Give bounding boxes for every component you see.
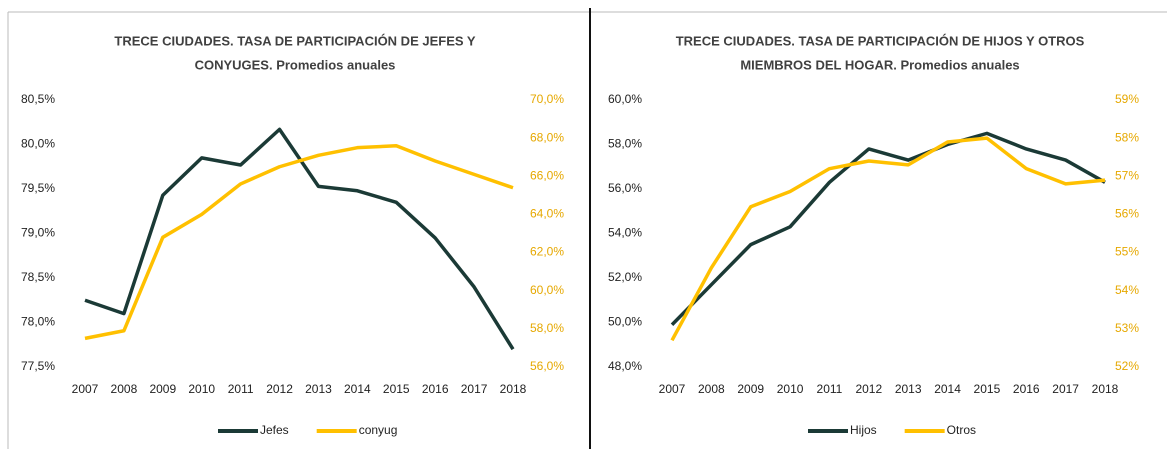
x-tick-label: 2018 — [1092, 382, 1119, 396]
y2-tick-label: 52% — [1115, 359, 1139, 373]
x-tick-label: 2007 — [72, 382, 99, 396]
x-tick-label: 2017 — [461, 382, 488, 396]
y2-tick-label: 64,0% — [530, 207, 564, 221]
x-tick-label: 2007 — [659, 382, 686, 396]
y-tick-label: 52,0% — [608, 270, 642, 284]
x-tick-label: 2010 — [777, 382, 804, 396]
x-tick-label: 2009 — [737, 382, 764, 396]
x-tick-label: 2009 — [149, 382, 176, 396]
x-tick-label: 2011 — [228, 382, 254, 396]
series-line — [84, 144, 514, 341]
x-tick-label: 2013 — [305, 382, 332, 396]
y2-tick-label: 55% — [1115, 245, 1139, 259]
x-tick-label: 2018 — [500, 382, 527, 396]
y-tick-label: 78,0% — [21, 315, 55, 329]
x-tick-label: 2014 — [344, 382, 371, 396]
x-tick-label: 2015 — [974, 382, 1001, 396]
y2-tick-label: 66,0% — [530, 168, 564, 182]
legend-label: Hijos — [850, 423, 877, 437]
y-tick-label: 80,5% — [21, 92, 55, 106]
y2-tick-label: 56% — [1115, 207, 1139, 221]
series-line — [84, 127, 515, 351]
x-tick-label: 2012 — [855, 382, 882, 396]
y-tick-label: 80,0% — [21, 137, 55, 151]
y2-tick-label: 68,0% — [530, 130, 564, 144]
x-tick-label: 2008 — [698, 382, 725, 396]
x-tick-label: 2016 — [422, 382, 449, 396]
y-tick-label: 60,0% — [608, 92, 642, 106]
y2-tick-label: 57% — [1115, 168, 1139, 182]
x-tick-label: 2014 — [934, 382, 961, 396]
chart-title: MIEMBROS DEL HOGAR. Promedios anuales — [740, 57, 1019, 72]
y-tick-label: 79,5% — [21, 181, 55, 195]
legend-label: Otros — [947, 423, 976, 437]
y-tick-label: 58,0% — [608, 137, 642, 151]
y-tick-label: 78,5% — [21, 270, 55, 284]
y2-tick-label: 54% — [1115, 283, 1139, 297]
y-tick-label: 56,0% — [608, 181, 642, 195]
y2-tick-label: 56,0% — [530, 359, 564, 373]
series-line — [670, 131, 1106, 326]
y-tick-label: 77,5% — [21, 359, 55, 373]
y2-tick-label: 60,0% — [530, 283, 564, 297]
chart-title: TRECE CIUDADES. TASA DE PARTICIPACIÓN DE… — [114, 33, 475, 48]
x-tick-label: 2010 — [188, 382, 215, 396]
x-tick-label: 2017 — [1052, 382, 1079, 396]
y2-tick-label: 58% — [1115, 130, 1139, 144]
y-tick-label: 48,0% — [608, 359, 642, 373]
x-tick-label: 2012 — [266, 382, 293, 396]
y-tick-label: 54,0% — [608, 226, 642, 240]
x-tick-label: 2013 — [895, 382, 922, 396]
y2-tick-label: 62,0% — [530, 245, 564, 259]
y2-tick-label: 59% — [1115, 92, 1139, 106]
x-tick-label: 2011 — [817, 382, 843, 396]
y-tick-label: 50,0% — [608, 315, 642, 329]
legend-label: Jefes — [260, 423, 289, 437]
chart-title: TRECE CIUDADES. TASA DE PARTICIPACIÓN DE… — [676, 33, 1085, 48]
y2-tick-label: 58,0% — [530, 321, 564, 335]
y2-tick-label: 53% — [1115, 321, 1139, 335]
legend-label: conyug — [359, 423, 398, 437]
y2-tick-label: 70,0% — [530, 92, 564, 106]
series-line — [670, 136, 1106, 342]
chart-title: CONYUGES. Promedios anuales — [195, 57, 396, 72]
y-tick-label: 79,0% — [21, 226, 55, 240]
x-tick-label: 2008 — [111, 382, 138, 396]
x-tick-label: 2016 — [1013, 382, 1040, 396]
x-tick-label: 2015 — [383, 382, 410, 396]
